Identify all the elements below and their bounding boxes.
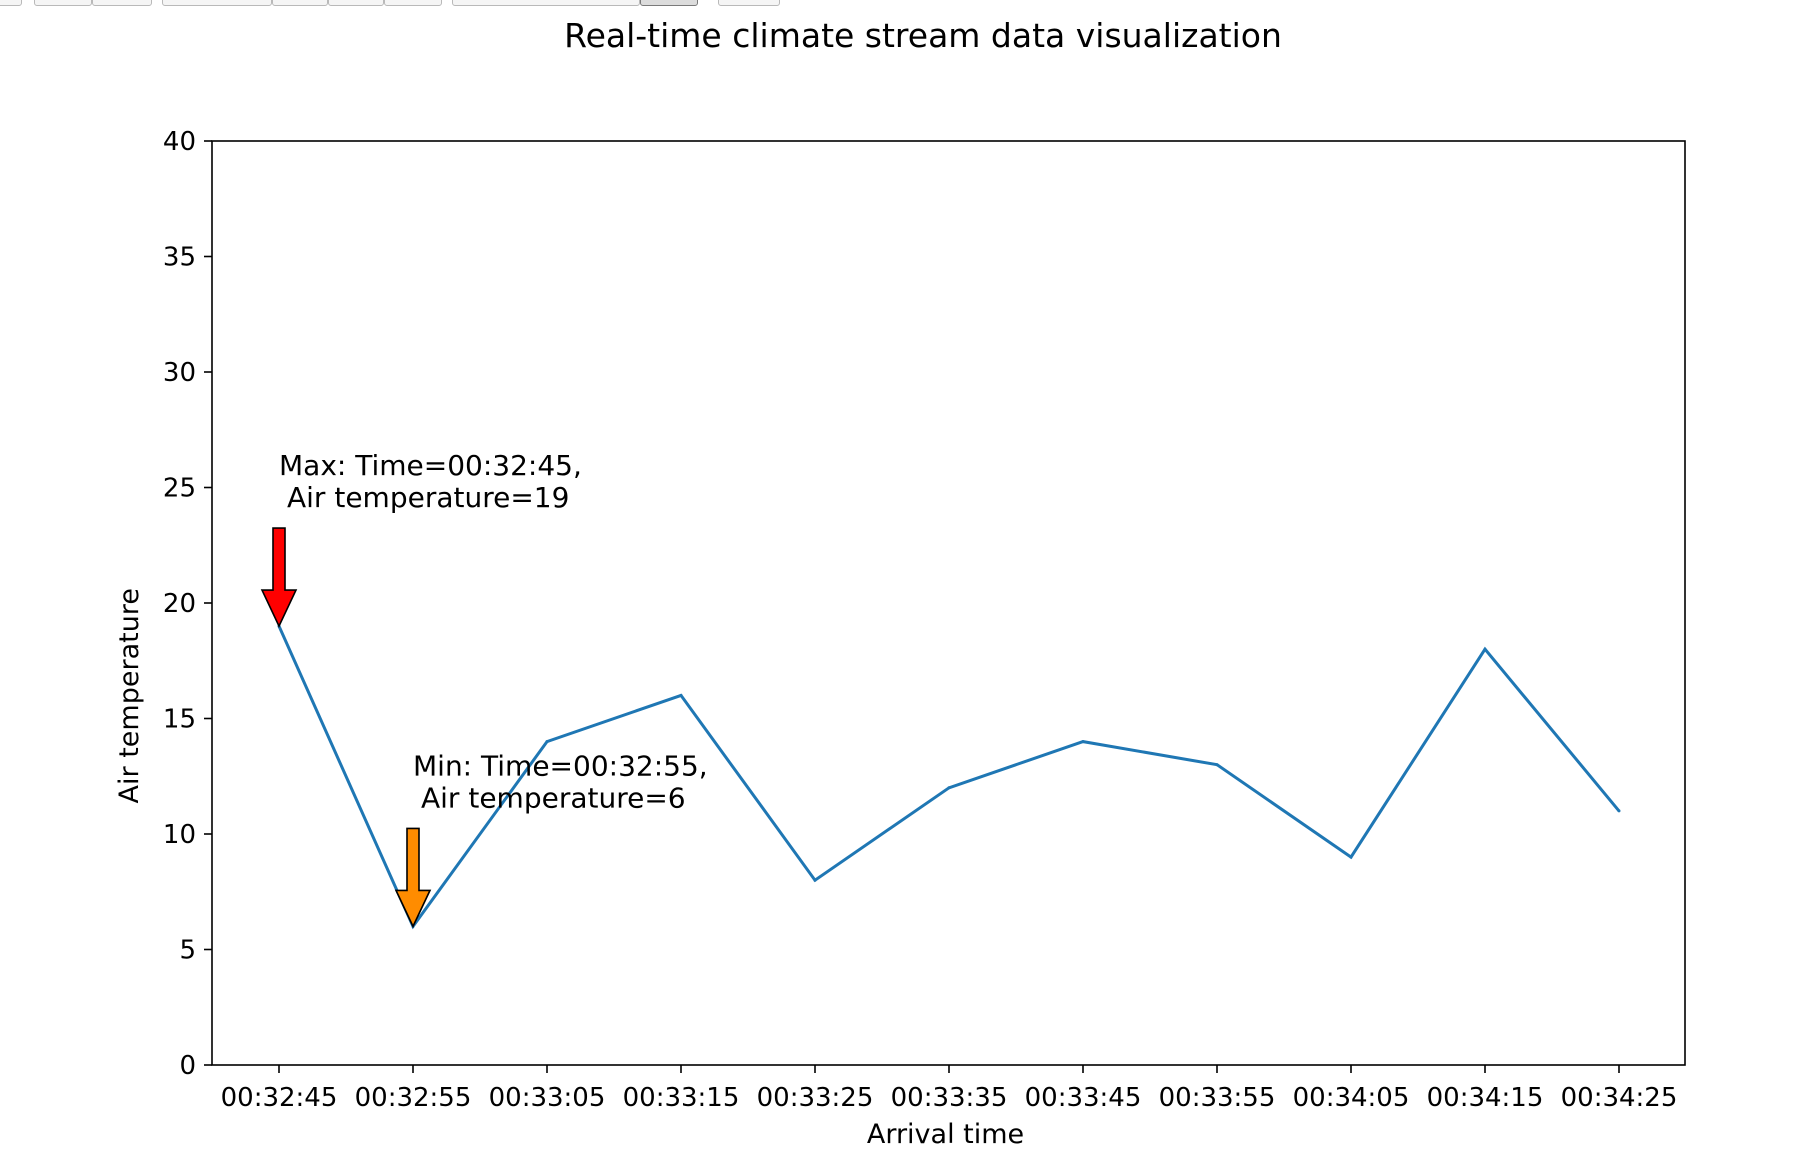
toolbar-button[interactable]: [34, 0, 92, 6]
data-point: [679, 693, 683, 697]
y-axis: 0 5 10 15 20 25 30 35 40: [163, 127, 212, 1081]
data-point: [1349, 855, 1353, 859]
x-tick-label: 00:33:15: [623, 1083, 740, 1113]
min-annotation-line2: Air temperature=6: [421, 781, 686, 814]
plot-frame: [211, 140, 1686, 1066]
y-tick-label: 30: [163, 358, 196, 388]
max-annotation-line1: Max: Time=00:32:45,: [279, 449, 582, 482]
y-tick-label: 10: [163, 820, 196, 850]
data-point: [545, 740, 549, 744]
toolbar-strip: [0, 0, 1796, 14]
toolbar-button[interactable]: [384, 0, 442, 6]
toolbar-button[interactable]: [640, 0, 698, 6]
toolbar-button[interactable]: [162, 0, 272, 6]
x-tick-label: 00:33:35: [891, 1083, 1008, 1113]
x-tick-label: 00:33:45: [1025, 1083, 1142, 1113]
data-point: [1617, 809, 1621, 813]
data-point: [1215, 763, 1219, 767]
data-point: [813, 878, 817, 882]
x-tick-label: 00:34:05: [1293, 1083, 1410, 1113]
y-tick-label: 0: [179, 1051, 196, 1081]
x-tick-label: 00:32:55: [355, 1083, 472, 1113]
max-arrow: [260, 527, 298, 628]
toolbar-field[interactable]: [452, 0, 640, 6]
min-annotation-line1: Min: Time=00:32:55,: [413, 749, 708, 782]
x-axis-title: Arrival time: [867, 1119, 1024, 1150]
data-point: [1483, 647, 1487, 651]
annotations: Max: Time=00:32:45,Air temperature=19 Min…: [260, 449, 708, 929]
toolbar-button[interactable]: [328, 0, 384, 6]
y-tick-label: 25: [163, 474, 196, 504]
x-axis: 00:32:45 00:32:55 00:33:05 00:33:15 00:33:25…: [221, 1065, 1678, 1113]
x-tick-label: 00:33:25: [757, 1083, 874, 1113]
series-points: [277, 624, 1621, 928]
y-tick-label: 15: [163, 705, 196, 735]
x-tick-label: 00:33:55: [1159, 1083, 1276, 1113]
y-tick-label: 40: [163, 127, 196, 157]
y-tick-label: 35: [163, 243, 196, 273]
y-tick-label: 20: [163, 589, 196, 619]
min-arrow: [394, 827, 432, 929]
x-tick-label: 00:34:25: [1561, 1083, 1678, 1113]
x-tick-label: 00:34:15: [1427, 1083, 1544, 1113]
toolbar-button[interactable]: [92, 0, 152, 6]
toolbar-button[interactable]: [0, 0, 22, 6]
y-tick-label: 5: [179, 936, 196, 966]
data-point: [947, 786, 951, 790]
toolbar-button[interactable]: [718, 0, 780, 6]
toolbar-button[interactable]: [272, 0, 328, 6]
x-tick-label: 00:33:05: [489, 1083, 606, 1113]
data-point: [1081, 740, 1085, 744]
y-axis-title: Air temperature: [114, 588, 145, 803]
x-tick-label: 00:32:45: [221, 1083, 338, 1113]
max-annotation-line2: Air temperature=19: [287, 481, 569, 514]
chart-title: Real-time climate stream data visualizat…: [564, 16, 1282, 55]
